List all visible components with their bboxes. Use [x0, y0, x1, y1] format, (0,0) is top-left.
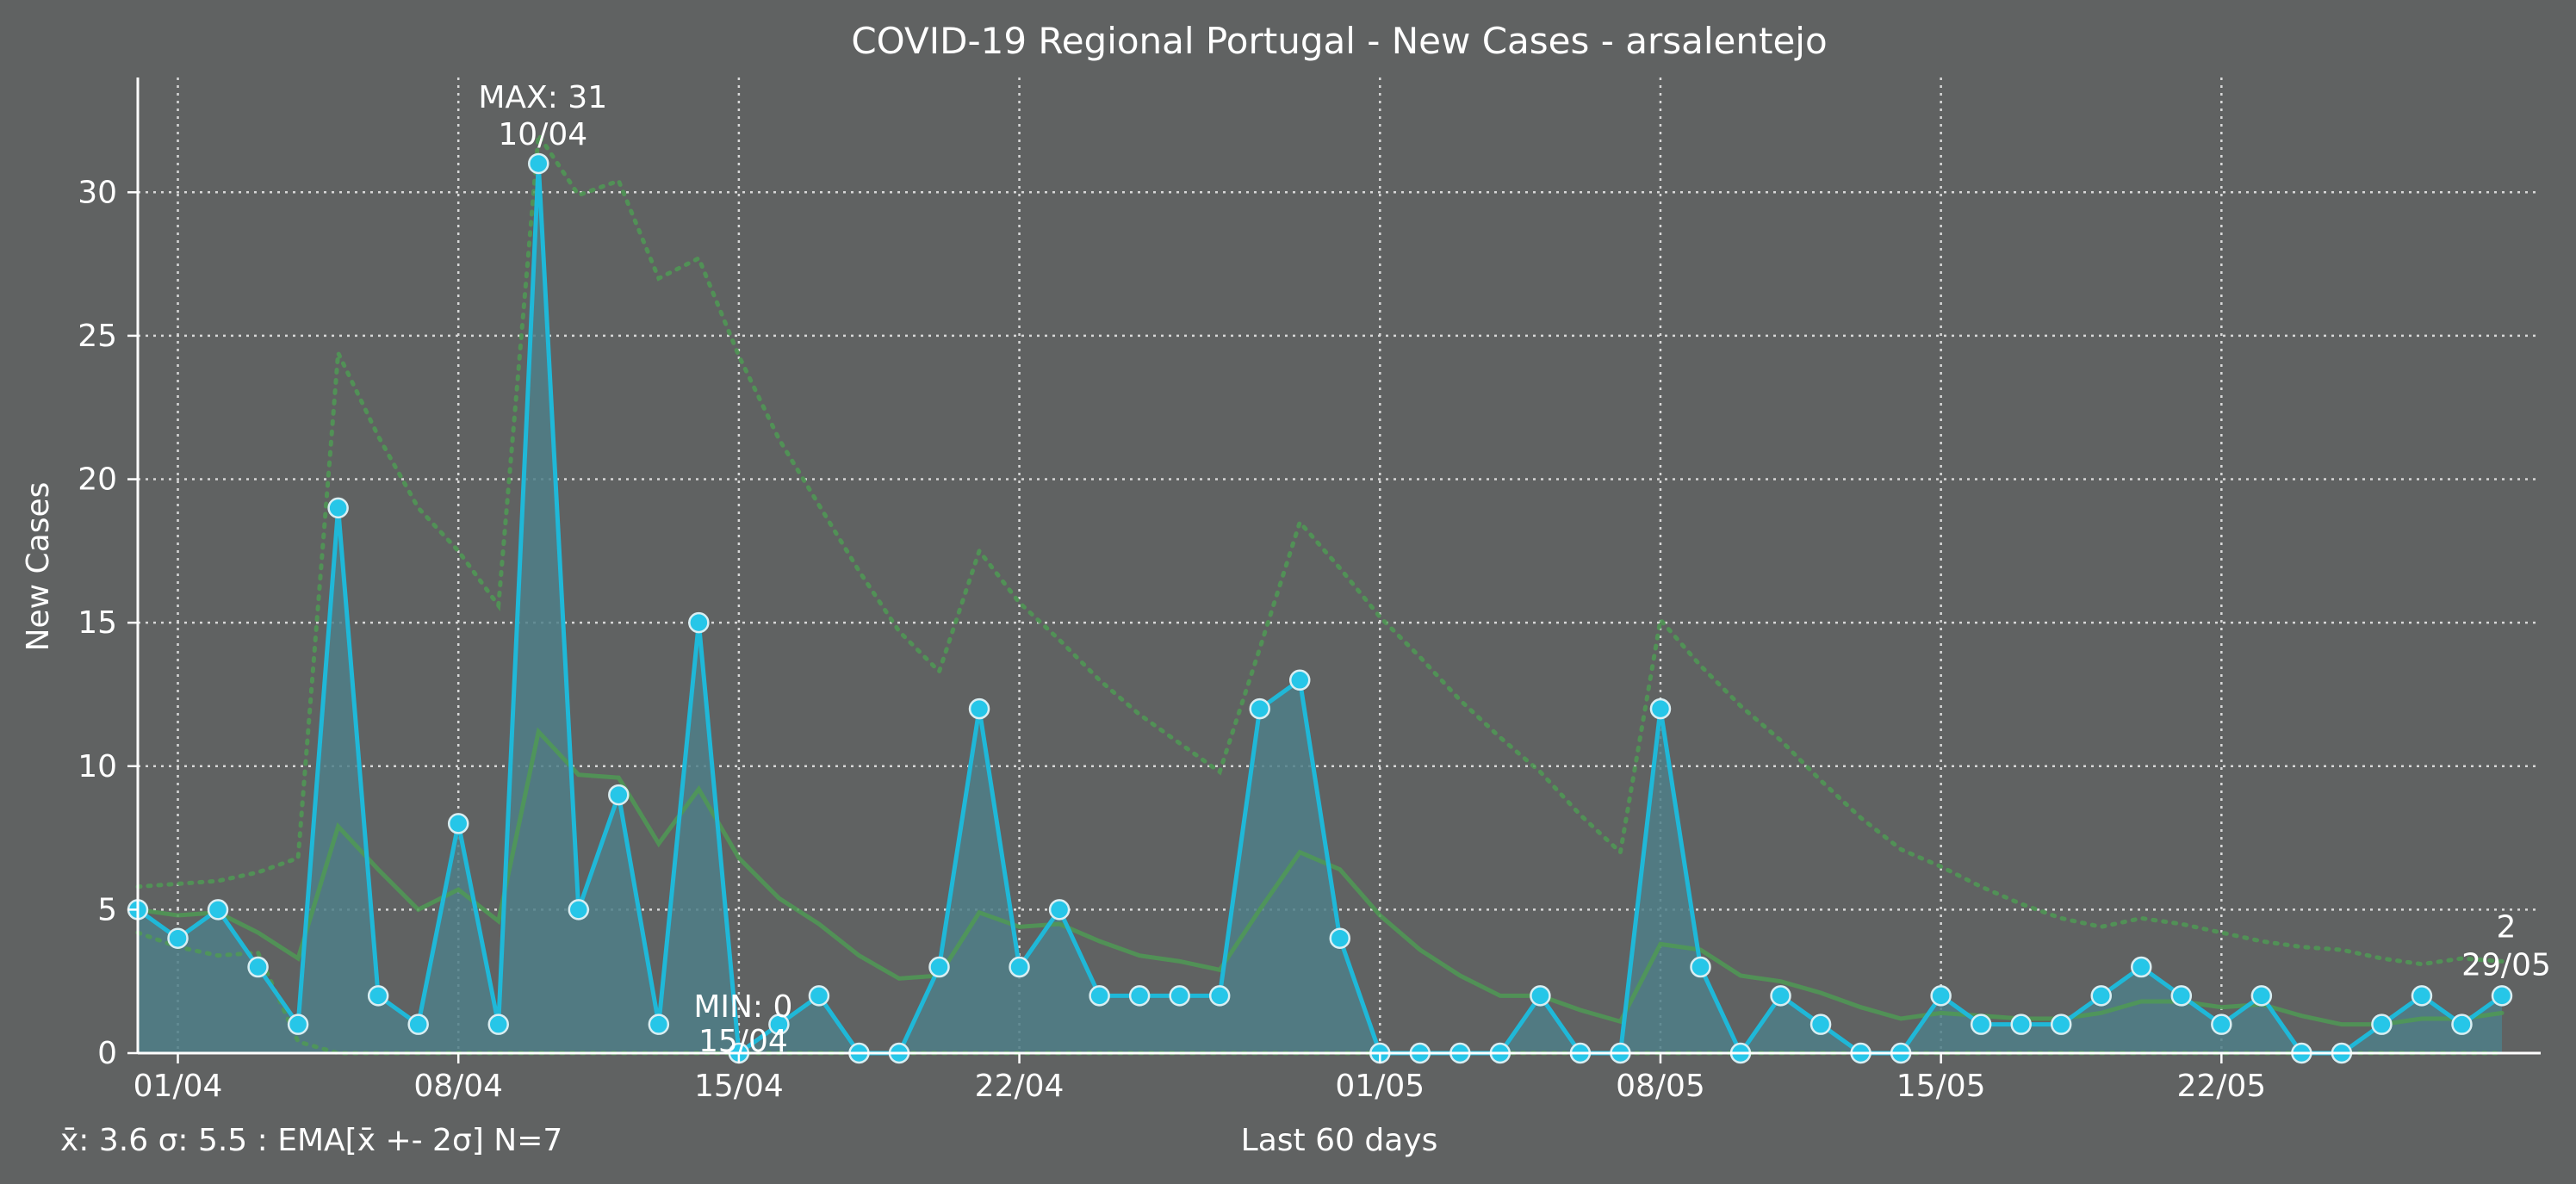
x-tick-label: 08/04 [413, 1069, 503, 1104]
data-point [1288, 669, 1311, 691]
x-tick-label: 15/04 [694, 1069, 784, 1104]
data-point [928, 956, 950, 978]
y-tick-label: 20 [78, 462, 117, 498]
data-point [1970, 1014, 1992, 1035]
data-point [1048, 899, 1071, 921]
data-point [2211, 1014, 2232, 1035]
data-point [367, 985, 389, 1007]
data-point [1169, 985, 1190, 1007]
y-tick-label: 15 [78, 605, 117, 641]
max-annotation-label: MAX: 31 [478, 80, 607, 115]
data-point [447, 813, 469, 834]
last-annotation-date: 29/05 [2461, 947, 2551, 983]
data-point [2491, 985, 2513, 1007]
x-tick-label: 22/04 [975, 1069, 1065, 1104]
x-tick-label: 15/05 [1896, 1069, 1986, 1104]
x-axis-label: Last 60 days [1241, 1123, 1438, 1158]
ema-line [135, 727, 2505, 1027]
stats-label: x̄: 3.6 σ: 5.5 : EMA[x̄ +- 2σ] N=7 [60, 1123, 562, 1158]
y-tick-label: 25 [78, 319, 117, 354]
x-tick-label: 01/04 [133, 1069, 223, 1104]
data-point [1249, 697, 1270, 720]
data-point [1690, 956, 1711, 978]
data-point [2050, 1014, 2072, 1035]
data-point [2451, 1014, 2473, 1035]
data-point [287, 1014, 309, 1035]
x-tick-label: 01/05 [1335, 1069, 1425, 1104]
data-point [528, 152, 549, 175]
data-point [2371, 1014, 2393, 1035]
area-fill-layer [138, 163, 2502, 1053]
data-point [1329, 927, 1351, 949]
data-point [808, 985, 830, 1007]
data-point [1809, 1014, 1832, 1035]
ema-upper-band-line [135, 128, 2505, 967]
data-point [207, 899, 229, 921]
y-tick-label: 10 [78, 749, 117, 784]
data-point [2170, 985, 2193, 1007]
data-point [487, 1014, 509, 1035]
data-point [568, 899, 590, 921]
cases-area-fill [138, 163, 2502, 1053]
data-point [1089, 985, 1110, 1007]
data-point [327, 497, 349, 519]
data-point [1009, 956, 1030, 978]
max-annotation-date: 10/04 [498, 117, 587, 152]
y-tick-label: 30 [78, 175, 117, 210]
data-point [768, 1014, 790, 1035]
data-point [608, 784, 630, 806]
last-annotation-value: 2 [2497, 909, 2517, 945]
x-tick-label: 08/05 [1616, 1069, 1705, 1104]
annotations: MAX: 31 10/04 MIN: 0 15/04 2 29/05 [478, 80, 2550, 1059]
data-point [648, 1014, 670, 1035]
grid [138, 77, 2541, 1053]
data-point [1128, 985, 1151, 1007]
y-axis-label: New Cases [21, 482, 56, 652]
data-point [2010, 1014, 2032, 1035]
data-point [1770, 985, 1791, 1007]
min-annotation-label: MIN: 0 [693, 989, 792, 1025]
data-point [1930, 985, 1952, 1007]
data-point [2250, 985, 2273, 1007]
data-point [247, 956, 269, 978]
data-point [968, 697, 990, 720]
data-point [2090, 985, 2112, 1007]
data-point [167, 927, 189, 949]
data-point [407, 1014, 429, 1035]
x-tick-label: 22/05 [2176, 1069, 2266, 1104]
data-point [688, 611, 710, 634]
data-point [2411, 985, 2433, 1007]
axes: 0 5 10 15 20 25 30 01/04 08/04 15/04 22/04 01/05 08/… [78, 77, 2541, 1104]
markers-layer [127, 152, 2513, 1064]
data-point [1649, 697, 1672, 720]
min-annotation-date: 15/04 [698, 1024, 788, 1059]
y-tick-label: 5 [97, 892, 117, 927]
chart-title: COVID-19 Regional Portugal - New Cases -… [851, 20, 1827, 62]
y-tick-label: 0 [97, 1036, 117, 1071]
data-point [2131, 956, 2152, 978]
data-point [1208, 985, 1231, 1007]
data-point [1530, 985, 1551, 1007]
